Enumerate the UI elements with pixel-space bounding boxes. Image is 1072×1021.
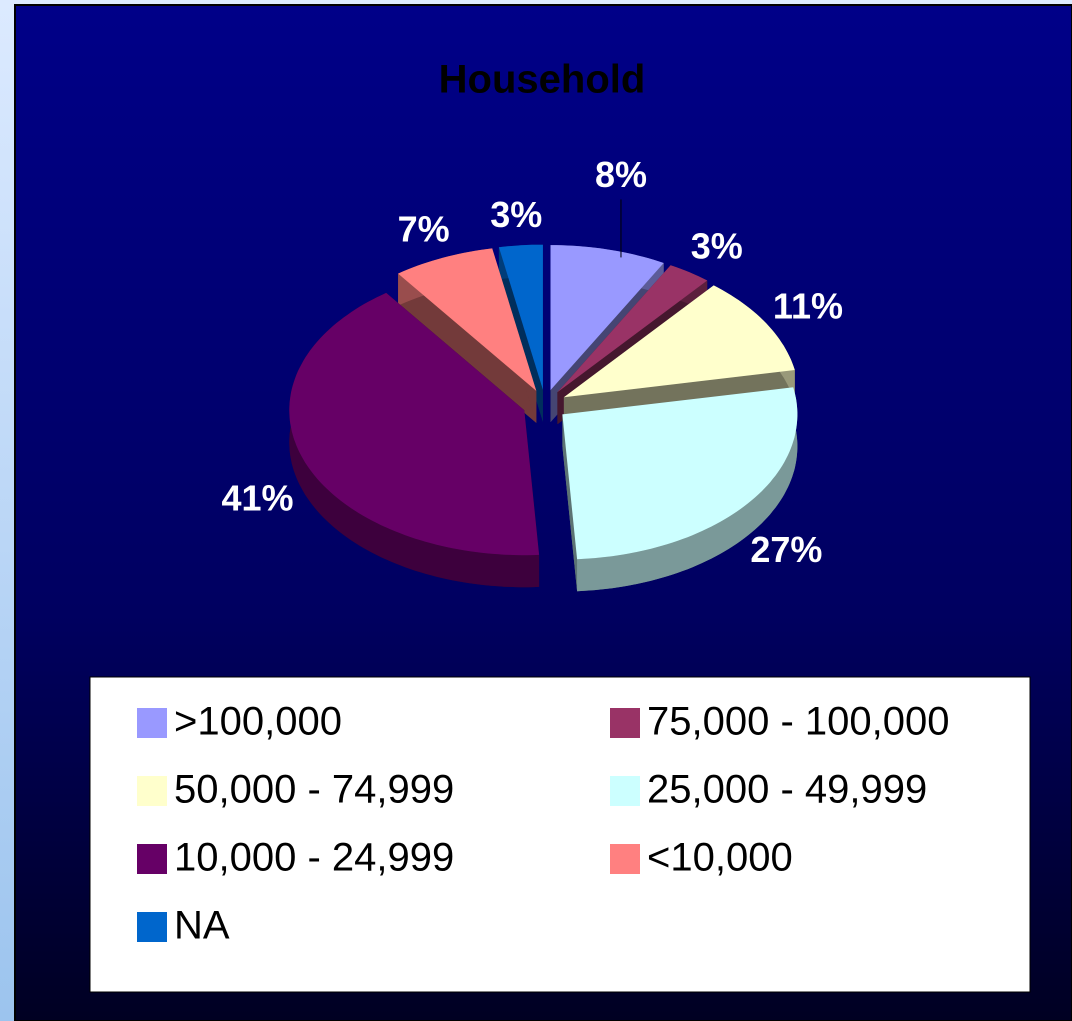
legend-swatch [137,776,167,806]
legend-label: >100,000 [174,700,342,744]
data-label: 41% [222,477,294,518]
data-label: 3% [691,226,743,267]
data-label: 3% [490,194,542,235]
chart-title: Household [439,58,646,102]
data-label: 8% [595,154,647,195]
legend-swatch [610,844,640,874]
legend-swatch [137,912,167,942]
legend-label: 75,000 - 100,000 [647,700,949,744]
slice [550,245,664,391]
data-label: 7% [398,209,450,250]
legend-swatch [137,708,167,738]
slice-wall [398,273,537,423]
slice-wall [562,414,578,592]
legend-swatch [610,776,640,806]
legend-swatch [610,708,640,738]
data-label: 11% [773,286,843,327]
slice [498,244,543,390]
legend-label: 25,000 - 49,999 [647,768,927,812]
slice-side [577,387,798,592]
legend [89,676,1031,993]
slice [563,285,795,398]
legend-label: <10,000 [647,836,793,880]
slice [557,265,708,393]
legend-entries: >100,000 75,000 - 100,000 50,000 - 74,999 2… [137,700,949,948]
legend-label: 10,000 - 24,999 [174,836,454,880]
legend-swatch [137,844,167,874]
slice-side [289,292,540,588]
slice [562,387,798,560]
data-label: 27% [750,529,822,570]
pie: 8% 3% 11% 27% 41% 7% 3% [222,154,843,592]
slice [398,248,537,391]
slice [289,292,540,556]
legend-label: NA [174,904,230,948]
legend-label: 50,000 - 74,999 [174,768,454,812]
